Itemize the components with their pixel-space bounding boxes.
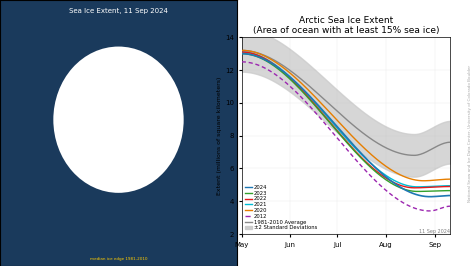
Text: median ice edge 1981-2010: median ice edge 1981-2010 xyxy=(90,257,147,261)
Y-axis label: Extent (millions of square kilometers): Extent (millions of square kilometers) xyxy=(217,76,222,195)
Text: Sea Ice Extent, 11 Sep 2024: Sea Ice Extent, 11 Sep 2024 xyxy=(69,8,168,14)
Ellipse shape xyxy=(53,47,184,193)
Text: National Snow and Ice Data Center, University of Colorado Boulder: National Snow and Ice Data Center, Unive… xyxy=(468,64,472,202)
Title: Arctic Sea Ice Extent
(Area of ocean with at least 15% sea ice): Arctic Sea Ice Extent (Area of ocean wit… xyxy=(253,16,439,35)
Legend: 2024, 2023, 2022, 2021, 2020, 2012, 1981-2010 Average, ±2 Standard Deviations: 2024, 2023, 2022, 2021, 2020, 2012, 1981… xyxy=(245,184,319,231)
Text: 11 Sep 2024: 11 Sep 2024 xyxy=(419,229,450,234)
